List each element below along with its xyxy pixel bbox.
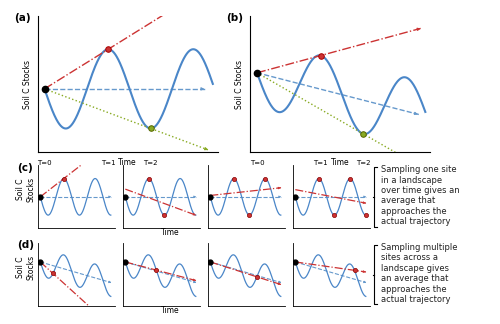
Text: (a): (a) (14, 14, 30, 23)
Text: Soil C
Stocks: Soil C Stocks (16, 177, 36, 202)
Text: T=2: T=2 (356, 159, 370, 166)
Y-axis label: Soil C Stocks: Soil C Stocks (236, 60, 244, 109)
X-axis label: Time: Time (330, 158, 349, 167)
X-axis label: Time: Time (118, 158, 137, 167)
Text: Time: Time (160, 306, 180, 315)
Text: Sampling one site
in a landscape
over time gives an
average that
approaches the
: Sampling one site in a landscape over ti… (381, 165, 460, 226)
Y-axis label: Soil C Stocks: Soil C Stocks (23, 60, 32, 109)
Text: (b): (b) (226, 14, 244, 23)
Text: Sampling multiple
sites across a
landscape gives
an average that
approaches the
: Sampling multiple sites across a landsca… (381, 243, 458, 304)
Text: T=2: T=2 (144, 159, 158, 166)
Text: Time: Time (160, 228, 180, 237)
Text: Soil C
Stocks: Soil C Stocks (16, 255, 36, 280)
Text: T=0: T=0 (250, 159, 264, 166)
Text: T=1: T=1 (101, 159, 116, 166)
Text: T=1: T=1 (314, 159, 328, 166)
Text: T=0: T=0 (37, 159, 52, 166)
Text: (d): (d) (18, 240, 34, 250)
Text: (c): (c) (18, 163, 33, 173)
